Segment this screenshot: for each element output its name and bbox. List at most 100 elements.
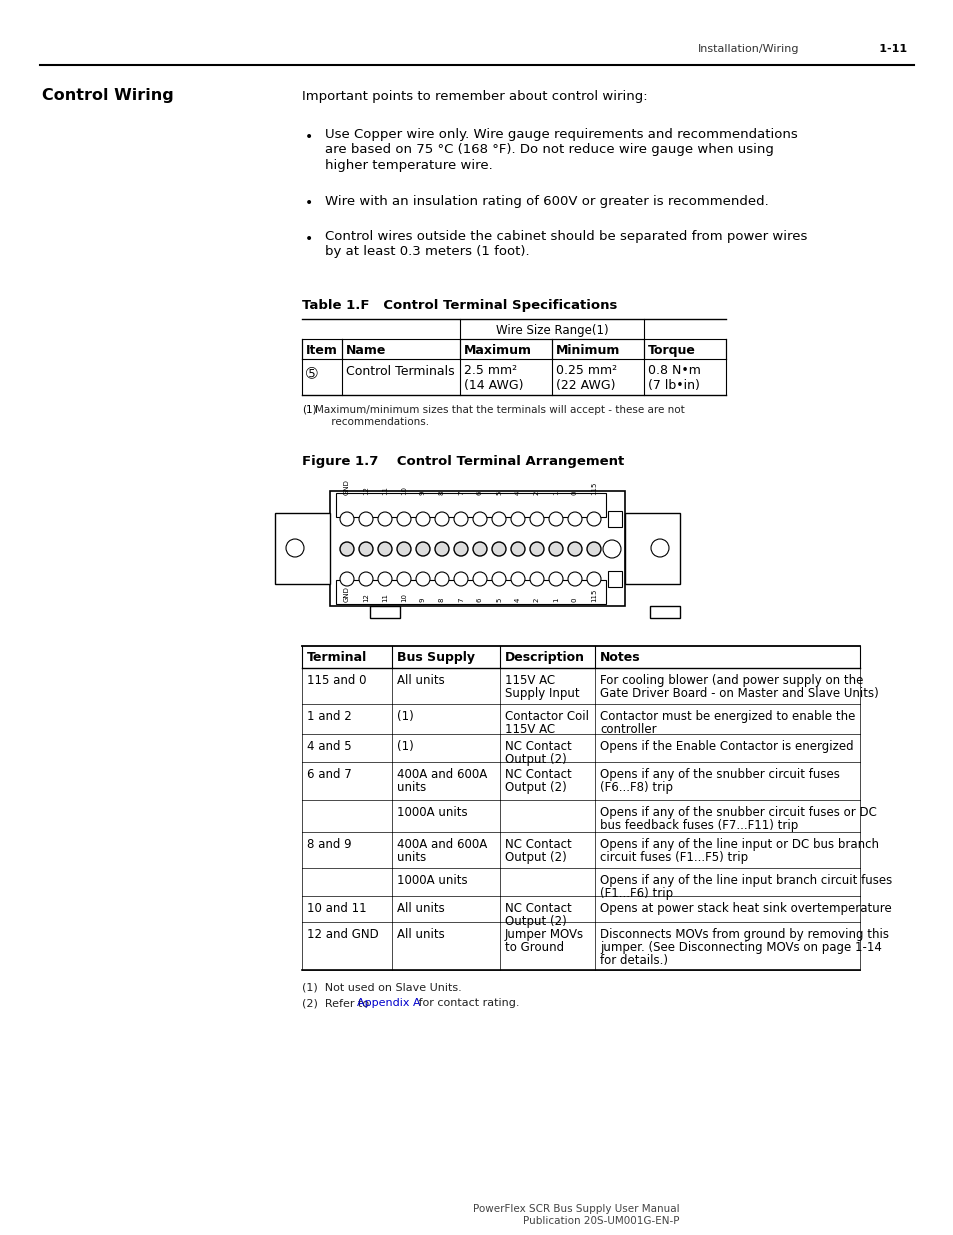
- Text: •: •: [305, 232, 313, 246]
- Text: Jumper MOVs: Jumper MOVs: [504, 927, 583, 941]
- Text: for contact rating.: for contact rating.: [415, 998, 519, 1008]
- Text: 4: 4: [515, 598, 520, 601]
- Text: 2: 2: [534, 490, 539, 495]
- Text: 1-11: 1-11: [855, 44, 906, 54]
- Text: Maximum/minimum sizes that the terminals will accept - these are not
     recomm: Maximum/minimum sizes that the terminals…: [314, 405, 684, 426]
- Text: Opens at power stack heat sink overtemperature: Opens at power stack heat sink overtempe…: [599, 902, 891, 915]
- Text: Output (2): Output (2): [504, 753, 566, 766]
- Text: 115V AC: 115V AC: [504, 722, 555, 736]
- Circle shape: [416, 513, 430, 526]
- Text: 9: 9: [419, 598, 426, 601]
- Text: 12: 12: [363, 593, 369, 601]
- Text: 1000A units: 1000A units: [396, 874, 467, 887]
- Text: NC Contact: NC Contact: [504, 740, 571, 753]
- Circle shape: [454, 542, 468, 556]
- Circle shape: [377, 542, 392, 556]
- Bar: [330, 492, 624, 606]
- Text: •: •: [305, 130, 313, 144]
- Text: 12: 12: [363, 487, 369, 495]
- Text: Maximum: Maximum: [463, 345, 532, 357]
- Text: (1): (1): [396, 710, 414, 722]
- Text: units: units: [396, 851, 426, 864]
- Text: 10: 10: [400, 487, 407, 495]
- Circle shape: [511, 542, 524, 556]
- Circle shape: [567, 572, 581, 585]
- Text: 7: 7: [457, 598, 463, 601]
- Circle shape: [396, 542, 411, 556]
- Text: 0: 0: [572, 598, 578, 601]
- Text: NC Contact: NC Contact: [504, 902, 571, 915]
- Circle shape: [454, 513, 468, 526]
- Text: 1: 1: [553, 490, 558, 495]
- Text: (22 AWG): (22 AWG): [556, 379, 615, 391]
- Circle shape: [530, 572, 543, 585]
- Text: higher temperature wire.: higher temperature wire.: [325, 159, 493, 172]
- Circle shape: [339, 542, 354, 556]
- Text: PowerFlex SCR Bus Supply User Manual: PowerFlex SCR Bus Supply User Manual: [473, 1204, 679, 1214]
- Text: (F1...F6) trip: (F1...F6) trip: [599, 887, 673, 900]
- Text: for details.): for details.): [599, 953, 667, 967]
- Text: 0.25 mm²: 0.25 mm²: [556, 364, 617, 377]
- Text: Disconnects MOVs from ground by removing this: Disconnects MOVs from ground by removing…: [599, 927, 888, 941]
- Circle shape: [454, 572, 468, 585]
- Text: 1 and 2: 1 and 2: [307, 710, 352, 722]
- Circle shape: [473, 572, 486, 585]
- Text: NC Contact: NC Contact: [504, 768, 571, 781]
- Bar: [335, 580, 605, 604]
- Text: Wire with an insulation rating of 600V or greater is recommended.: Wire with an insulation rating of 600V o…: [325, 194, 768, 207]
- Circle shape: [286, 538, 304, 557]
- Text: Opens if any of the line input branch circuit fuses: Opens if any of the line input branch ci…: [599, 874, 891, 887]
- Text: 6: 6: [476, 598, 482, 601]
- Text: 115: 115: [590, 589, 597, 601]
- Circle shape: [396, 513, 411, 526]
- Text: 8 and 9: 8 and 9: [307, 839, 352, 851]
- Circle shape: [511, 513, 524, 526]
- Text: 6: 6: [476, 490, 482, 495]
- Text: ➄: ➄: [306, 367, 317, 382]
- Text: units: units: [396, 781, 426, 794]
- Text: (1): (1): [396, 740, 414, 753]
- Text: 10: 10: [400, 593, 407, 601]
- Text: 6 and 7: 6 and 7: [307, 768, 352, 781]
- Text: All units: All units: [396, 674, 444, 687]
- Circle shape: [530, 513, 543, 526]
- Text: by at least 0.3 meters (1 foot).: by at least 0.3 meters (1 foot).: [325, 246, 529, 258]
- Text: Description: Description: [504, 651, 584, 664]
- Text: 11: 11: [381, 593, 388, 601]
- Text: Opens if the Enable Contactor is energized: Opens if the Enable Contactor is energiz…: [599, 740, 853, 753]
- Text: (F6...F8) trip: (F6...F8) trip: [599, 781, 672, 794]
- Text: Output (2): Output (2): [504, 781, 566, 794]
- Circle shape: [586, 542, 600, 556]
- Text: 5: 5: [496, 490, 501, 495]
- Bar: [624, 513, 679, 584]
- Text: Item: Item: [306, 345, 337, 357]
- Circle shape: [473, 542, 486, 556]
- Text: 2: 2: [534, 598, 539, 601]
- Circle shape: [492, 542, 505, 556]
- Bar: [274, 513, 330, 584]
- Text: •: •: [305, 196, 313, 210]
- Circle shape: [358, 572, 373, 585]
- Circle shape: [511, 572, 524, 585]
- Text: Opens if any of the snubber circuit fuses: Opens if any of the snubber circuit fuse…: [599, 768, 839, 781]
- Circle shape: [416, 572, 430, 585]
- Text: to Ground: to Ground: [504, 941, 563, 953]
- Circle shape: [396, 572, 411, 585]
- Text: 4 and 5: 4 and 5: [307, 740, 352, 753]
- Text: 400A and 600A: 400A and 600A: [396, 768, 487, 781]
- Circle shape: [377, 572, 392, 585]
- Circle shape: [492, 572, 505, 585]
- Text: 115V AC: 115V AC: [504, 674, 555, 687]
- Circle shape: [339, 572, 354, 585]
- Text: Bus Supply: Bus Supply: [396, 651, 475, 664]
- Text: Control Terminals: Control Terminals: [346, 366, 455, 378]
- Circle shape: [358, 513, 373, 526]
- Text: Wire Size Range(1): Wire Size Range(1): [496, 324, 608, 337]
- Circle shape: [377, 513, 392, 526]
- Bar: [649, 606, 679, 618]
- Text: GND: GND: [344, 587, 350, 601]
- Circle shape: [602, 540, 620, 558]
- Text: Output (2): Output (2): [504, 851, 566, 864]
- Text: Terminal: Terminal: [307, 651, 367, 664]
- Text: bus feedback fuses (F7...F11) trip: bus feedback fuses (F7...F11) trip: [599, 819, 798, 832]
